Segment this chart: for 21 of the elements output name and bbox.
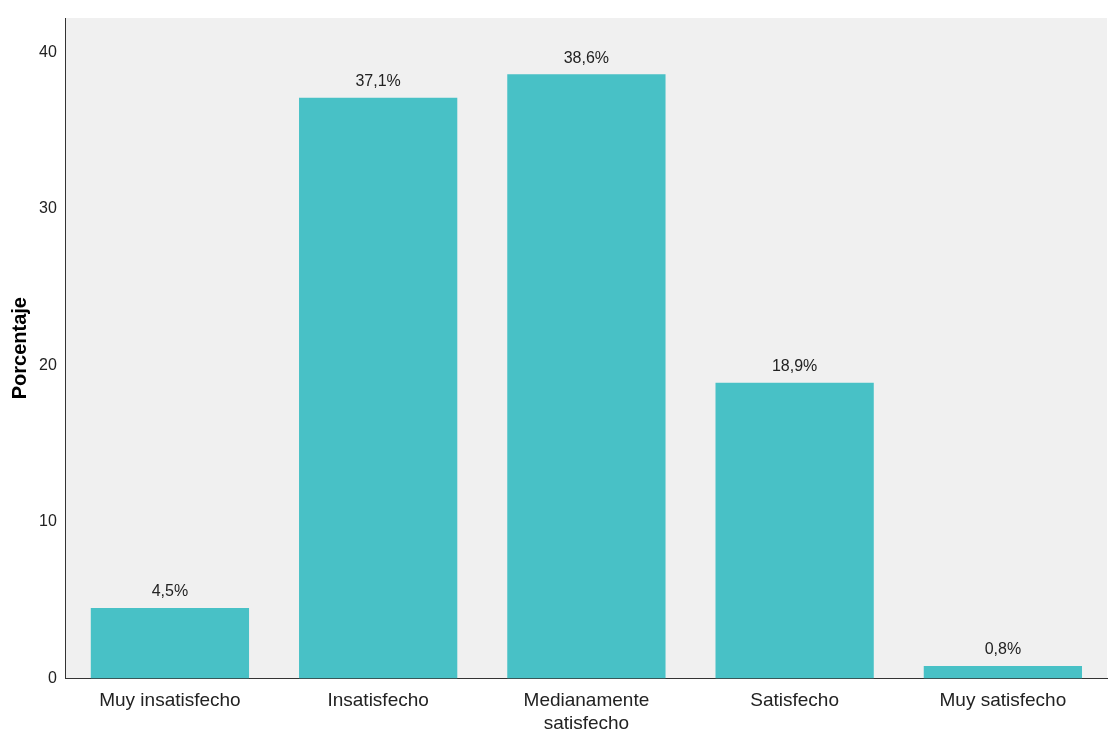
x-tick-label: Muy satisfecho	[939, 689, 1067, 711]
bar	[715, 382, 874, 679]
bar	[90, 607, 250, 679]
y-tick-label: 40	[39, 42, 57, 60]
bar	[507, 74, 666, 679]
y-tick-label: 20	[39, 355, 57, 373]
x-tick-label: Medianamente satisfecho	[523, 689, 650, 733]
data-label: 38,6%	[563, 48, 610, 66]
y-tick-label: 30	[39, 199, 57, 217]
y-axis-title: Porcentaje	[7, 297, 30, 400]
data-label: 4,5%	[151, 582, 189, 600]
x-tick-label: Muy insatisfecho	[99, 689, 241, 711]
bar	[923, 665, 1083, 679]
x-tick-label: Satisfecho	[750, 689, 840, 711]
y-tick-label: 10	[39, 512, 57, 530]
bar	[299, 97, 458, 679]
data-label: 0,8%	[984, 640, 1022, 658]
data-label: 18,9%	[771, 357, 818, 375]
data-label: 37,1%	[355, 72, 401, 90]
x-tick-label: Insatisfecho	[327, 689, 429, 711]
y-tick-label: 0	[47, 668, 57, 686]
